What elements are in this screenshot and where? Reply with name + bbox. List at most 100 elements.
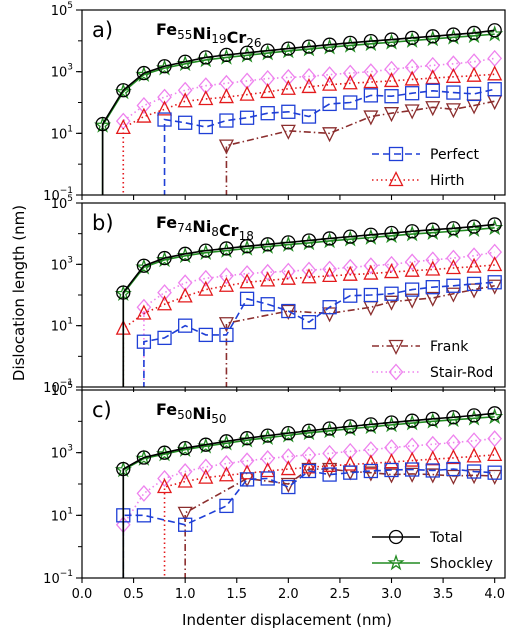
data-point-hirth [136, 107, 152, 123]
data-point-frank [363, 110, 379, 126]
data-point-perfect [219, 113, 234, 128]
panel-label: b) [92, 211, 114, 235]
data-point-total [425, 29, 440, 44]
data-point-hirth [156, 478, 173, 494]
data-point-stair-rod [322, 66, 337, 84]
data-point-perfect [384, 462, 399, 478]
series-total [116, 406, 502, 578]
data-point-frank [487, 469, 503, 485]
data-point-total [404, 413, 420, 428]
y-tick-label: 103 [51, 255, 73, 273]
data-point-perfect [239, 291, 255, 306]
data-point-stair-rod [260, 70, 276, 87]
data-point-perfect [260, 106, 275, 121]
x-tick-label: 2.5 [330, 587, 351, 602]
data-point-perfect [466, 464, 482, 479]
panel-c: 10−1 101 103 105 0.0 0.5 1.0 1.5 2.0 2.5 3.0 3.5 4.0… [43, 381, 506, 602]
data-point-stair-rod [219, 455, 234, 473]
data-point-stair-rod [177, 463, 193, 481]
data-point-total [446, 27, 461, 42]
data-point-total [343, 35, 358, 51]
data-point-perfect [404, 86, 420, 101]
data-point-perfect [384, 89, 399, 104]
data-point-hirth [239, 464, 255, 480]
data-point-total [281, 425, 296, 441]
data-point-stair-rod [384, 255, 399, 273]
legend-label-perfect: Perfect [430, 147, 480, 163]
data-point-perfect [446, 85, 461, 100]
data-point-perfect [404, 282, 420, 297]
data-point-total [466, 219, 482, 234]
data-point-total [281, 235, 296, 250]
series-line-perfect [143, 281, 495, 387]
data-point-total [404, 30, 420, 45]
plot-area [114, 217, 504, 387]
data-point-hirth [156, 100, 173, 116]
data-point-total [466, 408, 482, 423]
legend-label-hirth: Hirth [430, 173, 465, 189]
data-point-hirth [487, 256, 503, 272]
data-point-frank [383, 295, 400, 311]
data-point-stair-rod [363, 63, 379, 81]
data-point-total [404, 224, 420, 239]
data-point-total [384, 415, 399, 430]
data-point-hirth [115, 118, 131, 135]
data-point-total [301, 423, 317, 438]
series-line-frank [184, 468, 495, 578]
data-point-stair-rod [136, 484, 152, 502]
data-point-hirth [218, 276, 234, 292]
data-point-total [178, 246, 193, 261]
legend-label-shockley: Shockley [430, 556, 493, 572]
x-tick-label: 0.0 [72, 587, 93, 602]
data-point-stair-rod [198, 458, 214, 476]
legend: Total Shockley [372, 529, 493, 572]
data-point-hirth [322, 266, 338, 283]
data-point-total [116, 285, 131, 300]
data-point-perfect [198, 119, 213, 135]
y-tick-label: 10−1 [43, 186, 73, 204]
y-tick-label: 105 [51, 194, 73, 212]
data-point-total [239, 239, 255, 254]
y-tick-label: 10−1 [43, 378, 73, 396]
data-point-hirth [445, 259, 461, 275]
series-perfect [157, 82, 502, 195]
data-point-total [301, 39, 317, 54]
data-point-stair-rod [136, 96, 152, 114]
data-point-hirth [342, 265, 358, 281]
series-total [116, 217, 502, 387]
data-point-frank [218, 317, 234, 333]
data-point-stair-rod [446, 249, 461, 267]
data-point-total [260, 43, 275, 58]
data-point-total [239, 45, 255, 60]
data-point-total [322, 37, 337, 52]
data-point-perfect [363, 463, 379, 479]
legend-marker-total [388, 529, 404, 545]
data-point-stair-rod [404, 58, 420, 76]
data-point-hirth [363, 73, 379, 89]
data-point-total [136, 65, 152, 81]
data-point-hirth [425, 260, 441, 276]
data-point-total [425, 222, 440, 237]
data-point-perfect [322, 300, 337, 315]
data-point-stair-rod [342, 64, 358, 82]
data-point-perfect [322, 96, 337, 112]
data-point-frank [445, 287, 461, 303]
data-point-hirth [322, 456, 338, 472]
data-point-hirth [342, 455, 358, 471]
data-point-stair-rod [342, 442, 358, 460]
data-point-total [239, 431, 255, 446]
data-point-hirth [198, 468, 214, 484]
data-point-stair-rod [363, 257, 379, 275]
data-point-stair-rod [446, 55, 461, 73]
data-point-hirth [404, 261, 420, 277]
data-point-total [322, 231, 337, 246]
data-point-hirth [156, 295, 173, 311]
series-line-perfect [163, 88, 495, 195]
axes-frame [81, 202, 506, 388]
data-point-hirth [404, 70, 420, 86]
panel-b: 10−1 101 103 105 b) Fe74Ni8Cr18 Frank Stair-Rod [43, 194, 506, 396]
panel-label: c) [92, 398, 112, 422]
legend-marker-hirth [388, 171, 404, 187]
x-tick-label: 1.0 [175, 587, 196, 602]
